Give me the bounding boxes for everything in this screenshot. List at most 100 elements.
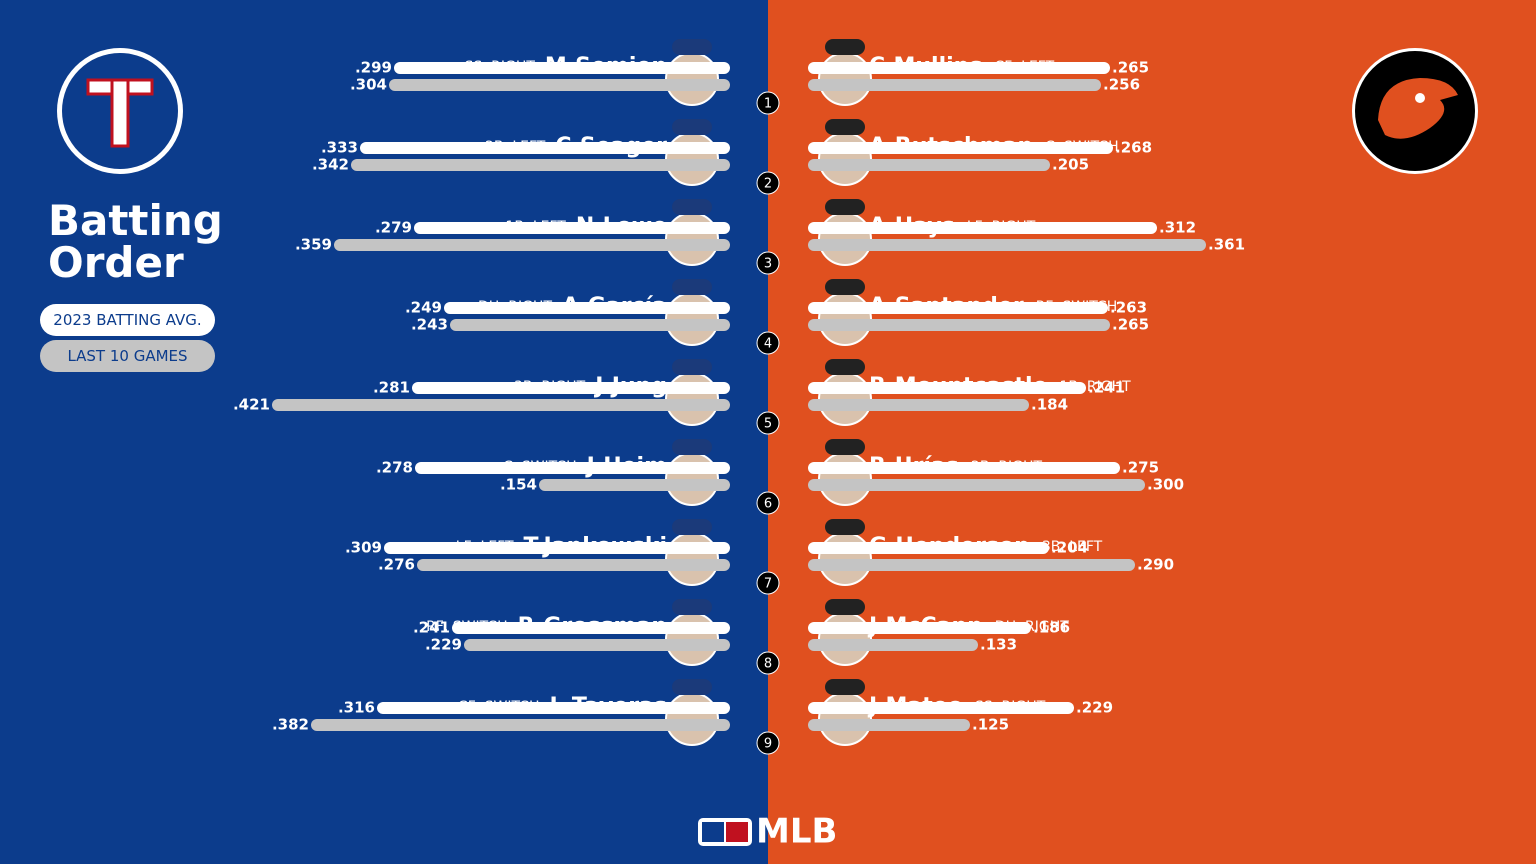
player-position: 3B, LEFT	[1042, 539, 1103, 555]
bar	[311, 719, 730, 731]
bar	[351, 159, 730, 171]
value-label: .184	[1031, 396, 1068, 414]
order-badge	[756, 571, 780, 595]
player-cap	[825, 199, 865, 215]
player-cap	[825, 519, 865, 535]
value-label: .241	[1088, 379, 1125, 397]
mlb-logo	[698, 818, 752, 846]
player-cap	[672, 519, 712, 535]
value-label: .281	[373, 379, 410, 397]
value-label: .359	[295, 236, 332, 254]
legend-item: LAST 10 GAMES	[40, 340, 215, 372]
value-label: .361	[1208, 236, 1245, 254]
bar	[808, 222, 1157, 234]
value-label: .275	[1122, 459, 1159, 477]
player-cap	[672, 119, 712, 135]
value-label: .241	[413, 619, 450, 637]
value-label: .154	[500, 476, 537, 494]
player-cap	[672, 359, 712, 375]
bar	[808, 302, 1108, 314]
bar	[808, 142, 1113, 154]
value-label: .299	[355, 59, 392, 77]
bar	[808, 79, 1101, 91]
bar	[808, 719, 970, 731]
player-cap	[672, 199, 712, 215]
player-cap	[825, 119, 865, 135]
bar	[415, 462, 730, 474]
order-number: 6	[764, 497, 772, 512]
order-number: 7	[764, 577, 772, 592]
bar	[334, 239, 730, 251]
value-label: .249	[405, 299, 442, 317]
player-cap	[825, 359, 865, 375]
bar	[272, 399, 730, 411]
bar	[450, 319, 730, 331]
value-label: .382	[272, 716, 309, 734]
value-label: .279	[375, 219, 412, 237]
bar	[444, 302, 730, 314]
order-badge	[756, 251, 780, 275]
order-badge	[756, 411, 780, 435]
order-badge	[756, 491, 780, 515]
player-cap	[672, 279, 712, 295]
rangers-logo	[57, 48, 183, 174]
bar	[417, 559, 730, 571]
player-cap	[672, 39, 712, 55]
value-label: .205	[1052, 156, 1089, 174]
order-number: 4	[764, 337, 772, 352]
value-label: .333	[321, 139, 358, 157]
player-cap	[825, 439, 865, 455]
order-number: 3	[764, 257, 772, 272]
order-badge	[756, 331, 780, 355]
value-label: .186	[1033, 619, 1070, 637]
bar	[539, 479, 730, 491]
value-label: .256	[1103, 76, 1140, 94]
bar	[412, 382, 730, 394]
bar	[389, 79, 730, 91]
bar	[808, 382, 1086, 394]
order-number: 8	[764, 657, 772, 672]
order-badge	[756, 731, 780, 755]
bar	[808, 399, 1029, 411]
player-cap	[672, 599, 712, 615]
bar	[384, 542, 730, 554]
bar	[452, 622, 730, 634]
player-cap	[672, 439, 712, 455]
bar	[414, 222, 730, 234]
order-badge	[756, 171, 780, 195]
value-label: .421	[233, 396, 270, 414]
value-label: .263	[1110, 299, 1147, 317]
value-label: .204	[1051, 539, 1088, 557]
orioles-logo	[1352, 48, 1478, 174]
value-label: .342	[312, 156, 349, 174]
value-label: .243	[411, 316, 448, 334]
order-number: 2	[764, 177, 772, 192]
value-label: .265	[1112, 316, 1149, 334]
value-label: .309	[345, 539, 382, 557]
order-badge	[756, 91, 780, 115]
value-label: .278	[376, 459, 413, 477]
value-label: .268	[1115, 139, 1152, 157]
value-label: .133	[980, 636, 1017, 654]
player-cap	[825, 39, 865, 55]
bar	[377, 702, 730, 714]
value-label: .276	[378, 556, 415, 574]
order-number: 9	[764, 737, 772, 752]
bar	[808, 239, 1206, 251]
bar	[808, 542, 1049, 554]
value-label: .304	[350, 76, 387, 94]
bar	[464, 639, 730, 651]
value-label: .312	[1159, 219, 1196, 237]
bar	[808, 62, 1110, 74]
legend-item: 2023 BATTING AVG.	[40, 304, 215, 336]
value-label: .229	[1076, 699, 1113, 717]
bar	[360, 142, 730, 154]
bar	[808, 622, 1031, 634]
bar	[808, 559, 1135, 571]
player-cap	[825, 599, 865, 615]
title: Batting Order	[48, 196, 223, 287]
bar	[808, 702, 1074, 714]
bar	[808, 319, 1110, 331]
